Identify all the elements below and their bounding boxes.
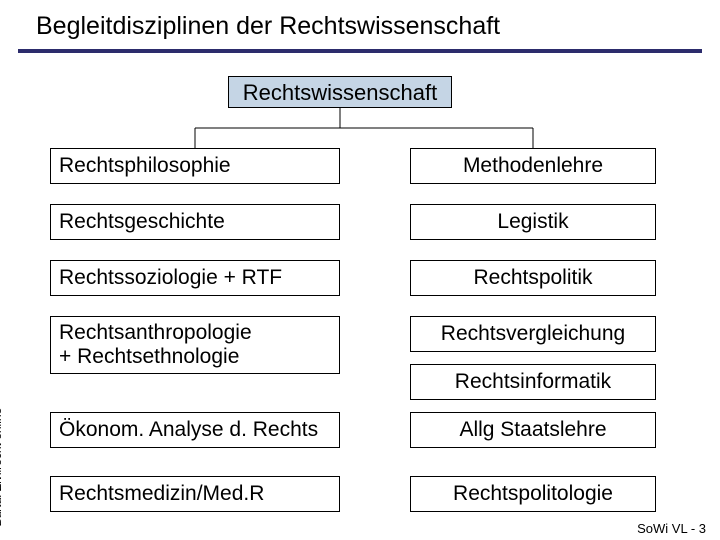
right-node-3: Rechtsvergleichung (410, 316, 656, 352)
right-node-2: Rechtspolitik (410, 260, 656, 296)
right-node-5: Allg Staatslehre (410, 412, 656, 448)
right-node-4: Rechtsinformatik (410, 364, 656, 400)
root-node: Rechtswissenschaft (228, 76, 452, 108)
left-node-1: Rechtsgeschichte (50, 204, 340, 240)
right-node-0: Methodenlehre (410, 148, 656, 184)
left-node-2: Rechtssoziologie + RTF (50, 260, 340, 296)
left-node-3: Rechtsanthropologie+ Rechtsethnologie (50, 316, 340, 374)
right-node-6: Rechtspolitologie (410, 476, 656, 512)
right-node-1: Legistik (410, 204, 656, 240)
left-node-5: Rechtsmedizin/Med.R (50, 476, 340, 512)
side-credit: Barta: Zivilrecht online (0, 407, 4, 526)
page-title: Begleitdisziplinen der Rechtswissenschaf… (0, 0, 720, 49)
left-node-4: Ökonom. Analyse d. Rechts (50, 412, 340, 448)
left-node-0: Rechtsphilosophie (50, 148, 340, 184)
slide: Begleitdisziplinen der Rechtswissenschaf… (0, 0, 720, 540)
slide-number: SoWi VL - 3 (637, 521, 706, 536)
title-underline (18, 49, 702, 53)
